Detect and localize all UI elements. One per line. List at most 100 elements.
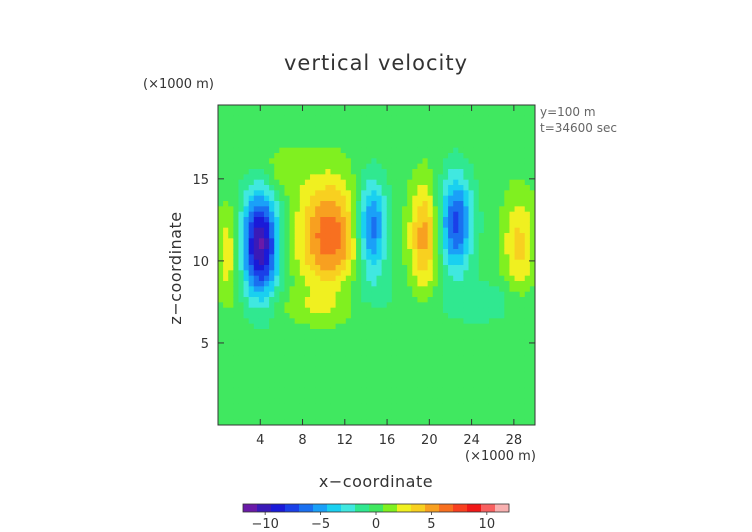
field-cell (442, 126, 449, 133)
field-cell (330, 115, 336, 122)
field-cell (402, 291, 408, 298)
field-cell (458, 169, 464, 175)
field-cell (376, 190, 383, 197)
field-cell (253, 329, 260, 335)
field-cell (269, 377, 275, 383)
field-cell (514, 329, 521, 335)
field-cell (289, 323, 296, 330)
field-cell (269, 350, 275, 357)
field-cell (264, 275, 270, 282)
field-cell (417, 339, 423, 346)
field-cell (417, 318, 423, 325)
field-cell (294, 403, 301, 410)
field-cell (448, 233, 454, 239)
field-cell (412, 179, 418, 186)
field-cell (417, 115, 423, 122)
field-cell (412, 302, 418, 309)
field-cell (366, 345, 372, 351)
field-cell (233, 206, 239, 213)
field-cell (330, 265, 336, 271)
field-cell (524, 249, 531, 255)
field-cell (376, 329, 383, 335)
field-cell (233, 297, 239, 303)
field-cell (442, 238, 449, 245)
field-cell (442, 361, 449, 367)
field-cell (218, 366, 224, 373)
field-cell (432, 355, 439, 362)
field-cell (294, 211, 301, 218)
field-cell (294, 190, 301, 197)
field-cell (504, 302, 510, 309)
field-cell (223, 297, 229, 303)
field-cell (264, 126, 270, 133)
field-cell (458, 323, 464, 330)
field-cell (228, 163, 234, 170)
field-cell (335, 211, 342, 218)
field-cell (320, 115, 326, 122)
field-cell (473, 195, 480, 202)
field-cell (494, 153, 500, 159)
field-cell (422, 291, 429, 298)
field-cell (509, 313, 515, 319)
field-cell (238, 275, 244, 282)
field-cell (228, 222, 234, 229)
field-cell (422, 302, 429, 309)
field-cell (356, 313, 362, 319)
field-cell (396, 158, 403, 165)
field-cell (253, 153, 260, 159)
field-cell (529, 414, 536, 421)
field-cell (473, 179, 480, 186)
field-cell (509, 233, 515, 239)
field-cell (422, 334, 429, 341)
field-cell (356, 169, 362, 175)
field-cell (402, 131, 408, 138)
field-cell (504, 265, 510, 271)
field-cell (468, 217, 475, 223)
field-cell (417, 345, 423, 351)
field-cell (310, 137, 316, 143)
field-cell (402, 313, 408, 319)
field-cell (437, 163, 444, 170)
field-cell (340, 254, 347, 261)
field-cell (335, 142, 342, 149)
field-cell (432, 329, 439, 335)
field-cell (448, 227, 454, 234)
field-cell (325, 355, 331, 362)
field-cell (294, 275, 301, 282)
field-cell (345, 414, 352, 421)
field-cell (253, 270, 260, 277)
field-cell (223, 179, 229, 186)
field-cell (258, 302, 265, 309)
field-cell (356, 377, 362, 383)
field-cell (340, 126, 347, 133)
field-cell (468, 227, 475, 234)
field-cell (218, 227, 224, 234)
field-cell (310, 142, 316, 149)
field-cell (335, 115, 342, 122)
field-cell (468, 254, 475, 261)
field-cell (407, 126, 413, 133)
field-cell (218, 387, 224, 394)
field-cell (448, 243, 454, 250)
field-cell (458, 174, 464, 181)
field-cell (432, 115, 439, 122)
field-cell (463, 265, 469, 271)
field-cell (345, 137, 352, 143)
field-cell (223, 254, 229, 261)
field-cell (356, 126, 362, 133)
field-cell (514, 222, 521, 229)
field-cell (453, 243, 459, 250)
field-cell (448, 286, 454, 293)
field-cell (335, 174, 342, 181)
field-cell (437, 281, 444, 287)
field-cell (519, 355, 526, 362)
field-cell (422, 201, 429, 207)
field-cell (223, 307, 229, 314)
field-cell (519, 137, 526, 143)
field-cell (289, 254, 296, 261)
field-cell (228, 265, 234, 271)
field-cell (289, 275, 296, 282)
field-cell (228, 345, 234, 351)
field-cell (299, 377, 306, 383)
field-cell (427, 121, 434, 127)
